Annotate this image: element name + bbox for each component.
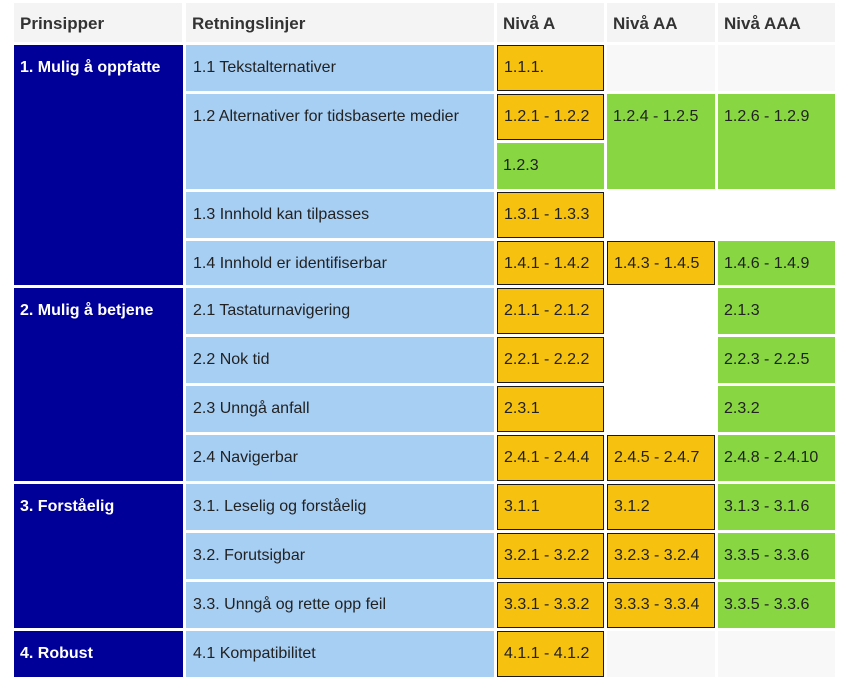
guideline-4-1: 4.1 Kompatibilitet: [186, 631, 494, 677]
level-aaa-cell: 2.3.2: [718, 386, 835, 432]
guideline-2-1: 2.1 Tastaturnavigering: [186, 288, 494, 334]
level-aaa-cell: 1.2.6 - 1.2.9: [718, 94, 835, 189]
level-a-cell: 3.2.1 - 3.2.2: [497, 533, 604, 579]
empty-cell: [718, 192, 835, 238]
guideline-3-1: 3.1. Leselig og forståelig: [186, 484, 494, 530]
level-aa-cell: 3.3.3 - 3.3.4: [607, 582, 715, 628]
level-aaa-cell: 1.4.6 - 1.4.9: [718, 241, 835, 285]
level-a-cell: 2.1.1 - 2.1.2: [497, 288, 604, 334]
guideline-3-3: 3.3. Unngå og rette opp feil: [186, 582, 494, 628]
level-aaa-cell: 3.1.3 - 3.1.6: [718, 484, 835, 530]
header-retningslinjer: Retningslinjer: [186, 3, 494, 42]
level-a-cell: 2.3.1: [497, 386, 604, 432]
empty-cell: [607, 45, 715, 91]
empty-cell: [718, 45, 835, 91]
principle-2: 2. Mulig å betjene: [14, 288, 183, 481]
level-a-cell: 1.2.1 - 1.2.2: [497, 94, 604, 140]
guideline-2-4: 2.4 Navigerbar: [186, 435, 494, 481]
header-prinsipper: Prinsipper: [14, 3, 182, 42]
level-a-cell: 1.3.1 - 1.3.3: [497, 192, 604, 238]
level-a-cell: 3.3.1 - 3.3.2: [497, 582, 604, 628]
level-aa-cell: 1.2.4 - 1.2.5: [607, 94, 715, 189]
level-aa-cell: 1.4.3 - 1.4.5: [607, 241, 715, 285]
level-aa-cell: 2.4.5 - 2.4.7: [607, 435, 715, 481]
level-a-cell: 2.2.1 - 2.2.2: [497, 337, 604, 383]
guideline-3-2: 3.2. Forutsigbar: [186, 533, 494, 579]
empty-cell: [607, 288, 715, 432]
level-aa-cell: 3.1.2: [607, 484, 715, 530]
level-aaa-cell: 2.2.3 - 2.2.5: [718, 337, 835, 383]
empty-cell: [718, 631, 835, 677]
empty-cell: [607, 631, 715, 677]
principle-4: 4. Robust: [14, 631, 183, 677]
level-a-cell: 3.1.1: [497, 484, 604, 530]
level-aaa-cell: 2.1.3: [718, 288, 835, 334]
header-niva-a: Nivå A: [497, 3, 604, 42]
guideline-1-2: 1.2 Alternativer for tidsbaserte medier: [186, 94, 494, 189]
header-niva-aaa: Nivå AAA: [718, 3, 835, 42]
level-aaa-cell: 3.3.5 - 3.3.6: [718, 533, 835, 579]
guideline-1-4: 1.4 Innhold er identifiserbar: [186, 241, 494, 285]
guideline-1-3: 1.3 Innhold kan tilpasses: [186, 192, 494, 238]
level-a-cell: 1.1.1.: [497, 45, 604, 91]
guideline-2-2: 2.2 Nok tid: [186, 337, 494, 383]
level-a-cell: 2.4.1 - 2.4.4: [497, 435, 604, 481]
level-a-cell: 1.2.3: [497, 143, 604, 189]
level-aaa-cell: 3.3.5 - 3.3.6: [718, 582, 835, 628]
level-aa-cell: 3.2.3 - 3.2.4: [607, 533, 715, 579]
empty-cell: [607, 192, 715, 238]
level-a-cell: 4.1.1 - 4.1.2: [497, 631, 604, 677]
guideline-1-1: 1.1 Tekstalternativer: [186, 45, 494, 91]
guideline-2-3: 2.3 Unngå anfall: [186, 386, 494, 432]
principle-3: 3. Forståelig: [14, 484, 183, 628]
principle-1: 1. Mulig å oppfatte: [14, 45, 183, 285]
header-niva-aa: Nivå AA: [607, 3, 715, 42]
level-a-cell: 1.4.1 - 1.4.2: [497, 241, 604, 285]
level-aaa-cell: 2.4.8 - 2.4.10: [718, 435, 835, 481]
